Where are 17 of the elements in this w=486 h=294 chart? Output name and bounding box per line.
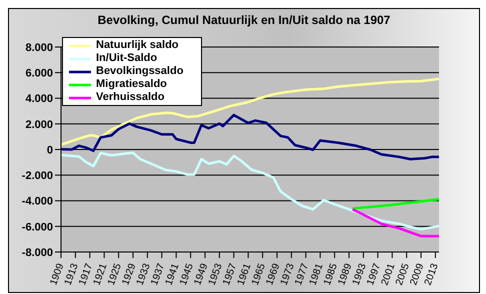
legend-label: Bevolkingssaldo [96,65,184,78]
legend-label: Verhuissaldo [96,91,164,104]
y-tick-label: -6.000 [22,221,53,234]
y-tick-label: -4.000 [22,196,53,208]
y-tick-label: 6.000 [25,68,53,80]
x-tick-label: 2013 [422,262,441,287]
y-tick-label: -2.000 [22,170,53,182]
legend-label: Natuurlijk saldo [96,39,179,52]
y-tick-label: 4.000 [25,93,53,106]
legend-label: Migratiesaldo [96,78,167,91]
y-tick-label: 2.000 [25,118,53,131]
chart-title: Bevolking, Cumul Natuurlijk en In/Uit saldo na 1907 [96,12,392,27]
y-tick-label: 8.000 [25,42,53,54]
y-tick-label: 0 [46,144,53,156]
line-series [351,208,439,238]
legend-label: In/Uit-Saldo [96,52,158,65]
y-tick-label: -8.000 [22,246,53,259]
